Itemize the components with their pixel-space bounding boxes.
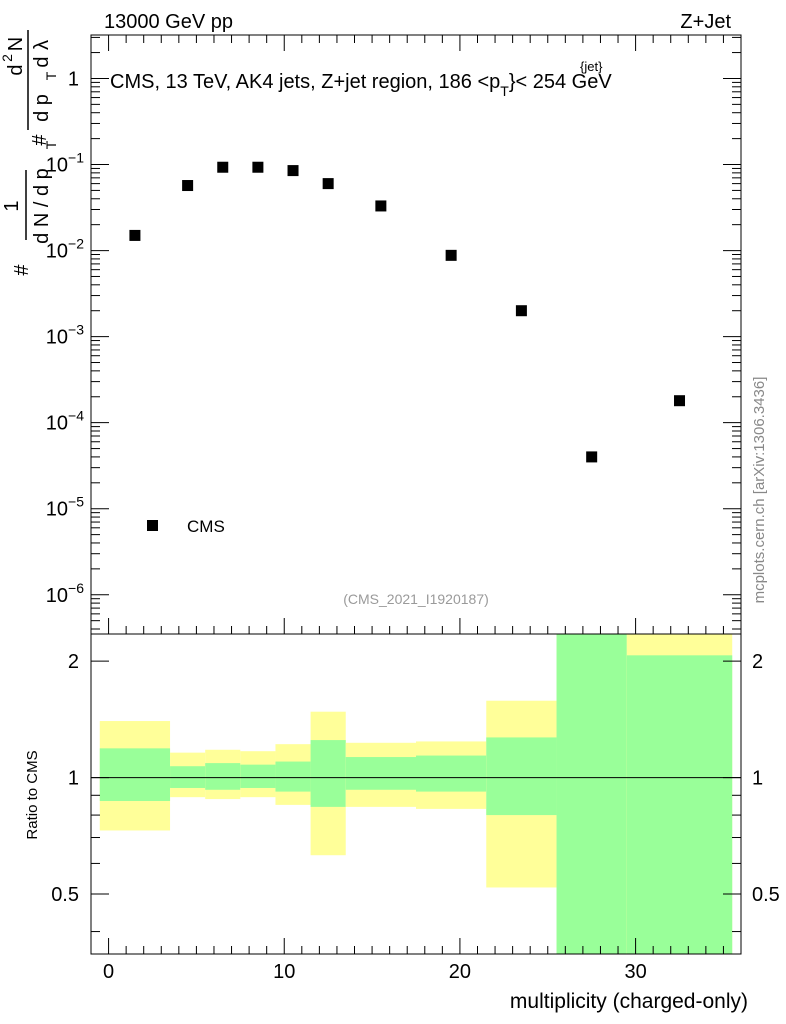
main-axis-ticks: 1 10−1 10−2 10−3 10−4 10−5 10−6 bbox=[46, 35, 741, 634]
ratio-inner-band bbox=[99, 748, 171, 801]
main-title-tail: }< 254 GeV bbox=[509, 71, 613, 93]
data-point-cms bbox=[674, 395, 686, 407]
ratio-inner-band bbox=[416, 755, 487, 792]
data-point-cms bbox=[586, 451, 598, 463]
mcplots-side-label: mcplots.cern.ch [arXiv:1306.3436] bbox=[751, 377, 768, 604]
ylabel-T-sub-1: T bbox=[43, 140, 59, 149]
x-tick-label: 20 bbox=[449, 961, 471, 983]
cms-data-points bbox=[129, 161, 686, 463]
data-point-cms bbox=[129, 229, 141, 241]
ylabel-lambda: λ bbox=[31, 40, 53, 50]
main-y-tick-label: 1 bbox=[68, 68, 79, 90]
ratio-y-tick-label: 2 bbox=[68, 651, 79, 673]
ratio-inner-band bbox=[345, 757, 416, 790]
data-point-cms bbox=[322, 178, 334, 190]
data-point-cms bbox=[287, 165, 299, 177]
x-tick-label: 10 bbox=[273, 961, 295, 983]
ylabel-one: 1 bbox=[1, 200, 23, 211]
data-point-cms bbox=[375, 200, 387, 212]
main-frame bbox=[90, 34, 742, 635]
main-y-tick-label: 10−4 bbox=[46, 408, 84, 435]
energy-label: 13000 GeV pp bbox=[104, 11, 233, 33]
ratio-bands bbox=[91, 634, 741, 954]
data-point-cms bbox=[252, 161, 264, 173]
ratio-y-tick-label-right: 0.5 bbox=[752, 884, 780, 906]
ratio-y-axis-label: Ratio to CMS bbox=[24, 750, 41, 839]
ylabel-dN-dpT: d N / d p bbox=[31, 168, 53, 244]
data-point-cms bbox=[515, 305, 527, 317]
data-point-cms bbox=[445, 249, 457, 261]
ratio-inner-band bbox=[556, 634, 627, 954]
ratio-inner-band bbox=[626, 655, 733, 954]
ratio-y-tick-label: 1 bbox=[68, 768, 79, 790]
analysis-label: (CMS_2021_I1920187) bbox=[343, 591, 489, 607]
x-tick-label: 30 bbox=[624, 961, 646, 983]
ratio-inner-band bbox=[486, 737, 557, 816]
ratio-inner-band bbox=[205, 763, 241, 790]
main-title-sub: T bbox=[500, 83, 509, 99]
legend-marker-cms bbox=[147, 520, 158, 531]
ylabel-d-lambda-d: d bbox=[31, 56, 53, 67]
main-y-tick-label: 10−2 bbox=[46, 236, 84, 263]
main-y-tick-label: 10−6 bbox=[46, 580, 84, 607]
main-title: CMS, 13 TeV, AK4 jets, Z+jet region, 186… bbox=[110, 71, 612, 99]
x-tick-label: 0 bbox=[103, 961, 114, 983]
ratio-inner-band bbox=[240, 764, 276, 788]
main-y-tick-label: 10−1 bbox=[46, 150, 84, 177]
ylabel-dpT-2: d p bbox=[31, 94, 53, 122]
ratio-axis-ticks: 0.5 0.51 12 20 10 20 30 bbox=[51, 651, 780, 983]
process-label: Z+Jet bbox=[680, 11, 731, 33]
ylabel-hash-2: # bbox=[29, 134, 51, 146]
ratio-inner-band bbox=[310, 740, 346, 807]
main-title-sup: {jet} bbox=[580, 59, 603, 74]
main-y-axis-label: # 1 d N / d p T # d 2 N d p T d λ bbox=[0, 30, 59, 276]
ratio-y-tick-label-right: 1 bbox=[752, 768, 763, 790]
ratio-y-tick-label-right: 2 bbox=[752, 651, 763, 673]
main-y-tick-label: 10−3 bbox=[46, 322, 84, 349]
ratio-frame bbox=[90, 633, 742, 955]
data-point-cms bbox=[182, 180, 194, 192]
legend-label-cms: CMS bbox=[187, 517, 225, 536]
ratio-y-tick-label: 0.5 bbox=[51, 884, 79, 906]
x-axis-label: multiplicity (charged-only) bbox=[510, 990, 748, 1013]
ylabel-2-sup: 2 bbox=[0, 54, 15, 62]
main-title-text: CMS, 13 TeV, AK4 jets, Z+jet region, 186… bbox=[110, 71, 500, 93]
ylabel-N: N bbox=[5, 37, 27, 51]
ylabel-T-sub-2: T bbox=[43, 71, 59, 80]
ylabel-d: d bbox=[5, 64, 27, 75]
ratio-inner-band bbox=[275, 761, 311, 792]
ylabel-hash-1: # bbox=[11, 264, 33, 276]
data-point-cms bbox=[217, 161, 229, 173]
main-y-tick-label: 10−5 bbox=[46, 494, 84, 521]
